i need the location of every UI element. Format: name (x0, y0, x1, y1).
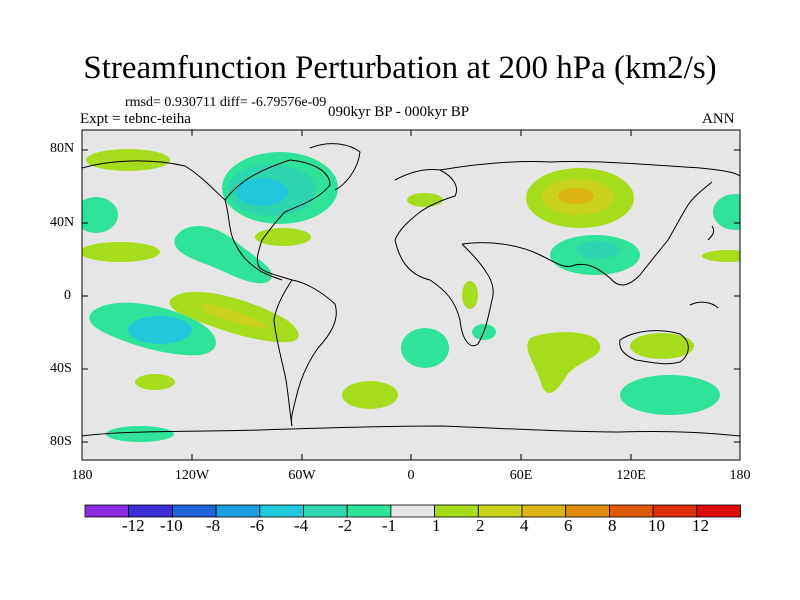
colorbar-swatch (477, 504, 523, 518)
contour-south-atlantic-neg (401, 328, 449, 368)
colorbar-label-m10: -10 (160, 516, 183, 535)
lon-label-120w: 120W (174, 468, 210, 483)
contour-australia-pos (630, 333, 694, 359)
colorbar (84, 504, 741, 518)
contour-southern-ocean-neg (620, 375, 720, 415)
contour-sw-pacific-pos (135, 374, 175, 390)
lat-label-40n: 40N (50, 215, 75, 230)
colorbar-label-m6: -6 (250, 516, 265, 535)
contour-indian-ocean-pos (527, 332, 601, 393)
colorbar-label-p8: 8 (608, 516, 617, 535)
colorbar-label-p10: 10 (648, 516, 665, 535)
coast-gulf (256, 239, 293, 281)
season-label: ANN (702, 111, 735, 127)
colorbar-label-m1: -1 (382, 516, 397, 535)
contour-europe-pos (407, 193, 443, 207)
contour-east-pacific-pos (702, 250, 740, 262)
axis-ticks (81, 130, 741, 460)
experiment-label: Expt = tebnc-teiha (80, 111, 191, 127)
plot-title: Streamfunction Perturbation at 200 hPa (… (83, 50, 717, 86)
lat-label-40s: 40S (50, 361, 72, 376)
lat-label-80n: 80N (50, 141, 75, 156)
coast-asia-south (461, 181, 713, 286)
colorbar-swatch (434, 504, 479, 518)
contour-atlantic-pos (255, 228, 311, 246)
coast-south-america-west (273, 279, 293, 427)
colorbar-label-m12: -12 (122, 516, 145, 535)
coast-asia-north (439, 161, 740, 177)
lon-label-60e: 60E (509, 468, 533, 483)
colorbar-label-p2: 2 (476, 516, 485, 535)
lon-label-0: 0 (407, 468, 415, 483)
coast-africa (394, 239, 494, 347)
coast-antarctica (82, 425, 740, 437)
period-label: 090kyr BP - 000kyr BP (328, 104, 470, 120)
lon-label-120e: 120E (616, 468, 646, 483)
contour-arctic-pos (86, 149, 170, 171)
colorbar-label-p6: 6 (564, 516, 573, 535)
coast-new-guinea (689, 301, 719, 309)
contour-antarctic-neg (106, 426, 174, 442)
colorbar-swatch (390, 504, 435, 518)
anomaly-contours (82, 149, 740, 442)
colorbar-label-p4: 4 (520, 516, 529, 535)
coast-australia (619, 330, 689, 365)
contour-south-atlantic-pos (342, 381, 398, 409)
colorbar-swatch (696, 504, 741, 518)
contour-east-edge-neg (713, 194, 740, 230)
colorbar-label-p12: 12 (692, 516, 709, 535)
lon-label-180w: 180 (71, 468, 93, 483)
contour-south-pacific-pos-inner (200, 304, 270, 328)
coast-japan (707, 225, 715, 241)
lon-label-60w: 60W (288, 468, 316, 483)
rmsd-diff-text: rmsd= 0.930711 diff= -6.79576e-09 (125, 95, 327, 110)
lat-label-0: 0 (64, 288, 71, 303)
contour-south-pacific-neg-core (128, 316, 192, 344)
contour-tibet-neg-inner (576, 241, 620, 259)
coast-south-america-east (290, 279, 337, 427)
colorbar-label-p1: 1 (432, 516, 441, 535)
contour-pacific-pos (82, 242, 160, 262)
colorbar-label-m4: -4 (294, 516, 309, 535)
coastlines (82, 143, 740, 437)
contour-asia-pos-core (558, 188, 594, 204)
coast-north-america-west (82, 160, 283, 281)
contour-west-edge-neg (82, 197, 118, 233)
colorbar-label-m2: -2 (338, 516, 353, 535)
contour-east-africa-pos (462, 281, 478, 309)
coast-greenland (309, 143, 361, 191)
contour-north-america-neg-core (236, 178, 288, 206)
colorbar-label-m8: -8 (206, 516, 221, 535)
lon-label-180e: 180 (729, 468, 751, 483)
lat-label-80s: 80S (50, 434, 72, 449)
coast-hudson-canada (224, 159, 331, 241)
coast-europe (394, 169, 457, 241)
contour-caribbean-neg (174, 225, 272, 284)
